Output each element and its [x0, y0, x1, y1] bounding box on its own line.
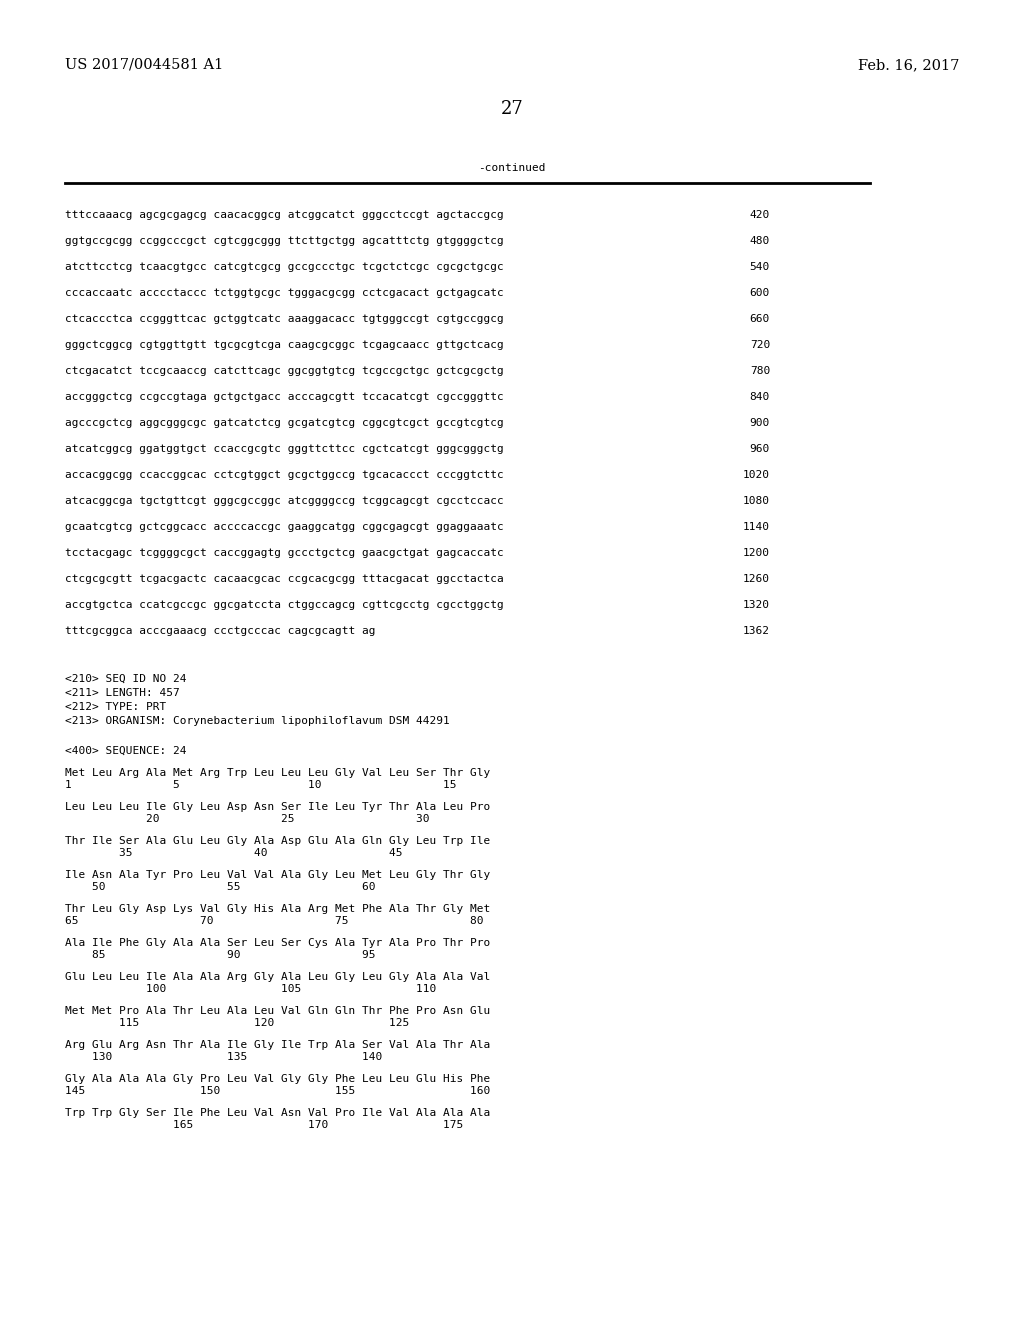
- Text: 1140: 1140: [743, 521, 770, 532]
- Text: 20                  25                  30: 20 25 30: [65, 814, 429, 824]
- Text: Met Met Pro Ala Thr Leu Ala Leu Val Gln Gln Thr Phe Pro Asn Glu: Met Met Pro Ala Thr Leu Ala Leu Val Gln …: [65, 1006, 490, 1016]
- Text: ctcgcgcgtt tcgacgactc cacaacgcac ccgcacgcgg tttacgacat ggcctactca: ctcgcgcgtt tcgacgactc cacaacgcac ccgcacg…: [65, 574, 504, 583]
- Text: -continued: -continued: [478, 162, 546, 173]
- Text: 960: 960: [750, 444, 770, 454]
- Text: 780: 780: [750, 366, 770, 376]
- Text: 840: 840: [750, 392, 770, 403]
- Text: atcatcggcg ggatggtgct ccaccgcgtc gggttcttcc cgctcatcgt gggcgggctg: atcatcggcg ggatggtgct ccaccgcgtc gggttct…: [65, 444, 504, 454]
- Text: 420: 420: [750, 210, 770, 220]
- Text: 165                 170                 175: 165 170 175: [65, 1119, 463, 1130]
- Text: gcaatcgtcg gctcggcacc accccaccgc gaaggcatgg cggcgagcgt ggaggaaatc: gcaatcgtcg gctcggcacc accccaccgc gaaggca…: [65, 521, 504, 532]
- Text: accgtgctca ccatcgccgc ggcgatccta ctggccagcg cgttcgcctg cgcctggctg: accgtgctca ccatcgccgc ggcgatccta ctggcca…: [65, 601, 504, 610]
- Text: 1020: 1020: [743, 470, 770, 480]
- Text: 480: 480: [750, 236, 770, 246]
- Text: 115                 120                 125: 115 120 125: [65, 1018, 410, 1028]
- Text: 1200: 1200: [743, 548, 770, 558]
- Text: accacggcgg ccaccggcac cctcgtggct gcgctggccg tgcacaccct cccggtcttc: accacggcgg ccaccggcac cctcgtggct gcgctgg…: [65, 470, 504, 480]
- Text: accgggctcg ccgccgtaga gctgctgacc acccagcgtt tccacatcgt cgccgggttc: accgggctcg ccgccgtaga gctgctgacc acccagc…: [65, 392, 504, 403]
- Text: 1362: 1362: [743, 626, 770, 636]
- Text: Feb. 16, 2017: Feb. 16, 2017: [858, 58, 959, 73]
- Text: 50                  55                  60: 50 55 60: [65, 882, 376, 892]
- Text: <210> SEQ ID NO 24: <210> SEQ ID NO 24: [65, 675, 186, 684]
- Text: tttccaaacg agcgcgagcg caacacggcg atcggcatct gggcctccgt agctaccgcg: tttccaaacg agcgcgagcg caacacggcg atcggca…: [65, 210, 504, 220]
- Text: 1260: 1260: [743, 574, 770, 583]
- Text: tcctacgagc tcggggcgct caccggagtg gccctgctcg gaacgctgat gagcaccatc: tcctacgagc tcggggcgct caccggagtg gccctgc…: [65, 548, 504, 558]
- Text: 720: 720: [750, 341, 770, 350]
- Text: atcttcctcg tcaacgtgcc catcgtcgcg gccgccctgc tcgctctcgc cgcgctgcgc: atcttcctcg tcaacgtgcc catcgtcgcg gccgccc…: [65, 261, 504, 272]
- Text: atcacggcga tgctgttcgt gggcgccggc atcggggccg tcggcagcgt cgcctccacc: atcacggcga tgctgttcgt gggcgccggc atcgggg…: [65, 496, 504, 506]
- Text: 27: 27: [501, 100, 523, 117]
- Text: Gly Ala Ala Ala Gly Pro Leu Val Gly Gly Phe Leu Leu Glu His Phe: Gly Ala Ala Ala Gly Pro Leu Val Gly Gly …: [65, 1074, 490, 1084]
- Text: ctcgacatct tccgcaaccg catcttcagc ggcggtgtcg tcgccgctgc gctcgcgctg: ctcgacatct tccgcaaccg catcttcagc ggcggtg…: [65, 366, 504, 376]
- Text: Thr Ile Ser Ala Glu Leu Gly Ala Asp Glu Ala Gln Gly Leu Trp Ile: Thr Ile Ser Ala Glu Leu Gly Ala Asp Glu …: [65, 836, 490, 846]
- Text: 900: 900: [750, 418, 770, 428]
- Text: Thr Leu Gly Asp Lys Val Gly His Ala Arg Met Phe Ala Thr Gly Met: Thr Leu Gly Asp Lys Val Gly His Ala Arg …: [65, 904, 490, 913]
- Text: <212> TYPE: PRT: <212> TYPE: PRT: [65, 702, 166, 711]
- Text: ggtgccgcgg ccggcccgct cgtcggcggg ttcttgctgg agcatttctg gtggggctcg: ggtgccgcgg ccggcccgct cgtcggcggg ttcttgc…: [65, 236, 504, 246]
- Text: 35                  40                  45: 35 40 45: [65, 847, 402, 858]
- Text: 1               5                   10                  15: 1 5 10 15: [65, 780, 457, 789]
- Text: Ile Asn Ala Tyr Pro Leu Val Val Ala Gly Leu Met Leu Gly Thr Gly: Ile Asn Ala Tyr Pro Leu Val Val Ala Gly …: [65, 870, 490, 880]
- Text: 145                 150                 155                 160: 145 150 155 160: [65, 1086, 490, 1096]
- Text: tttcgcggca acccgaaacg ccctgcccac cagcgcagtt ag: tttcgcggca acccgaaacg ccctgcccac cagcgca…: [65, 626, 376, 636]
- Text: agcccgctcg aggcgggcgc gatcatctcg gcgatcgtcg cggcgtcgct gccgtcgtcg: agcccgctcg aggcgggcgc gatcatctcg gcgatcg…: [65, 418, 504, 428]
- Text: 85                  90                  95: 85 90 95: [65, 950, 376, 960]
- Text: 130                 135                 140: 130 135 140: [65, 1052, 382, 1063]
- Text: Met Leu Arg Ala Met Arg Trp Leu Leu Leu Gly Val Leu Ser Thr Gly: Met Leu Arg Ala Met Arg Trp Leu Leu Leu …: [65, 768, 490, 777]
- Text: <213> ORGANISM: Corynebacterium lipophiloflavum DSM 44291: <213> ORGANISM: Corynebacterium lipophil…: [65, 715, 450, 726]
- Text: 1080: 1080: [743, 496, 770, 506]
- Text: Leu Leu Leu Ile Gly Leu Asp Asn Ser Ile Leu Tyr Thr Ala Leu Pro: Leu Leu Leu Ile Gly Leu Asp Asn Ser Ile …: [65, 803, 490, 812]
- Text: cccaccaatc acccctaccc tctggtgcgc tgggacgcgg cctcgacact gctgagcatc: cccaccaatc acccctaccc tctggtgcgc tgggacg…: [65, 288, 504, 298]
- Text: ctcaccctca ccgggttcac gctggtcatc aaaggacacc tgtgggccgt cgtgccggcg: ctcaccctca ccgggttcac gctggtcatc aaaggac…: [65, 314, 504, 323]
- Text: <211> LENGTH: 457: <211> LENGTH: 457: [65, 688, 180, 698]
- Text: US 2017/0044581 A1: US 2017/0044581 A1: [65, 58, 223, 73]
- Text: gggctcggcg cgtggttgtt tgcgcgtcga caagcgcggc tcgagcaacc gttgctcacg: gggctcggcg cgtggttgtt tgcgcgtcga caagcgc…: [65, 341, 504, 350]
- Text: Arg Glu Arg Asn Thr Ala Ile Gly Ile Trp Ala Ser Val Ala Thr Ala: Arg Glu Arg Asn Thr Ala Ile Gly Ile Trp …: [65, 1040, 490, 1049]
- Text: Ala Ile Phe Gly Ala Ala Ser Leu Ser Cys Ala Tyr Ala Pro Thr Pro: Ala Ile Phe Gly Ala Ala Ser Leu Ser Cys …: [65, 939, 490, 948]
- Text: 540: 540: [750, 261, 770, 272]
- Text: 65                  70                  75                  80: 65 70 75 80: [65, 916, 483, 927]
- Text: 660: 660: [750, 314, 770, 323]
- Text: <400> SEQUENCE: 24: <400> SEQUENCE: 24: [65, 746, 186, 756]
- Text: 600: 600: [750, 288, 770, 298]
- Text: 100                 105                 110: 100 105 110: [65, 983, 436, 994]
- Text: Trp Trp Gly Ser Ile Phe Leu Val Asn Val Pro Ile Val Ala Ala Ala: Trp Trp Gly Ser Ile Phe Leu Val Asn Val …: [65, 1107, 490, 1118]
- Text: Glu Leu Leu Ile Ala Ala Arg Gly Ala Leu Gly Leu Gly Ala Ala Val: Glu Leu Leu Ile Ala Ala Arg Gly Ala Leu …: [65, 972, 490, 982]
- Text: 1320: 1320: [743, 601, 770, 610]
